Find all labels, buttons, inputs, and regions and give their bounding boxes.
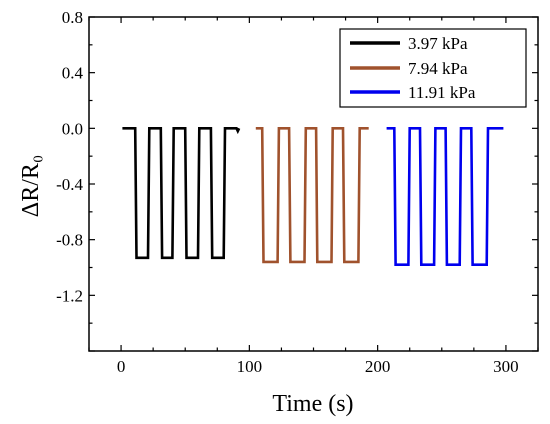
y-tick-label: 0.4 [62,64,84,83]
y-tick-label: -1.2 [56,286,83,305]
x-tick-label: 300 [493,357,519,376]
y-tick-label: 0.0 [62,119,83,138]
series-line-2 [255,127,369,264]
legend-label-1: 3.97 kPa [408,34,468,53]
series-line-3 [386,127,504,267]
series-line-1 [122,127,241,260]
y-tick-label: 0.8 [62,8,83,27]
x-axis-title: Time (s) [272,391,353,417]
series-layer [122,127,504,267]
axis-ticks: 0 100 200 300 -1.2 -0.8 -0.4 0.0 0.4 0.8 [56,8,539,376]
x-tick-label: 100 [237,357,263,376]
x-tick-label: 0 [117,357,126,376]
legend-label-3: 11.91 kPa [408,83,476,102]
y-axis-title: ΔR/R₀ [18,155,44,217]
y-tick-label: -0.4 [56,175,83,194]
legend: 3.97 kPa 7.94 kPa 11.91 kPa [339,28,527,108]
legend-label-2: 7.94 kPa [408,59,468,78]
x-tick-label: 200 [365,357,391,376]
y-tick-label: -0.8 [56,231,83,250]
